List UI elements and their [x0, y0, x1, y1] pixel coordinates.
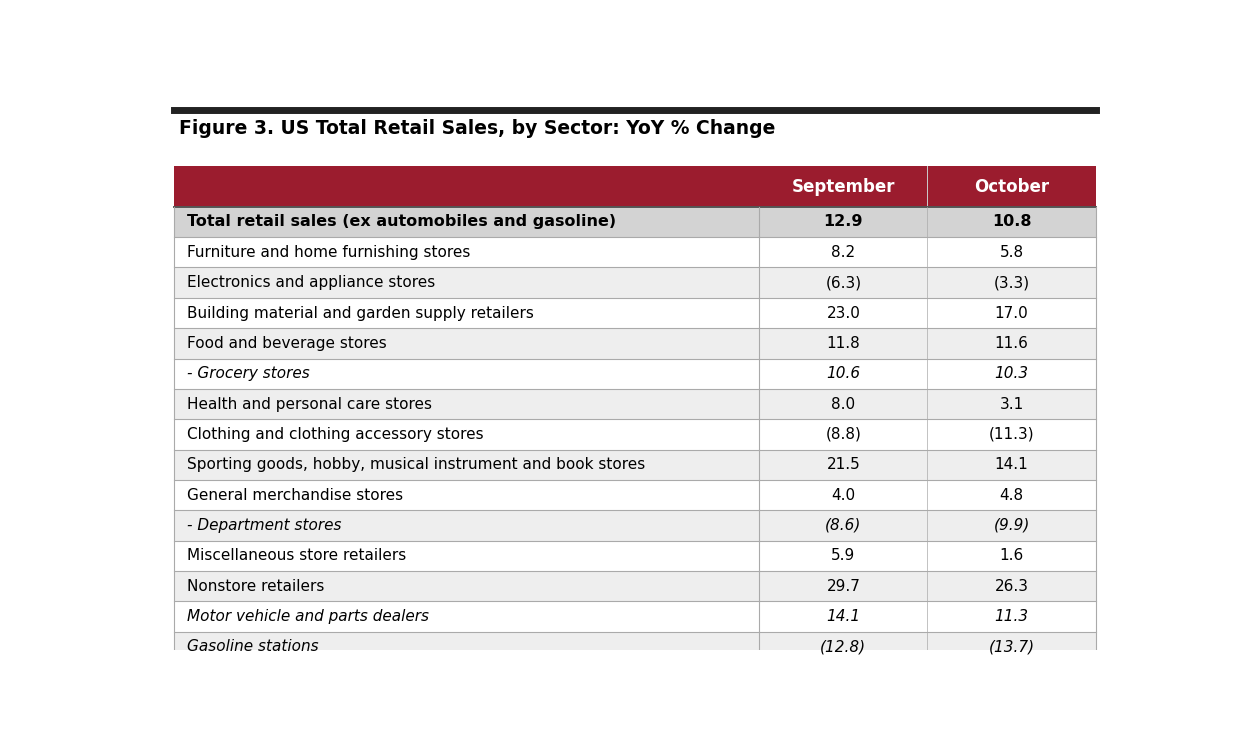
Text: Total retail sales (ex automobiles and gasoline): Total retail sales (ex automobiles and g…: [187, 215, 616, 229]
Text: 12.9: 12.9: [824, 215, 864, 229]
Bar: [173, 358, 1097, 389]
Text: 11.3: 11.3: [995, 609, 1028, 624]
Bar: [173, 389, 1097, 419]
Text: Clothing and clothing accessory stores: Clothing and clothing accessory stores: [187, 427, 483, 442]
Text: 23.0: 23.0: [826, 305, 860, 320]
Text: 11.8: 11.8: [826, 336, 860, 351]
Text: 10.6: 10.6: [826, 366, 860, 381]
Bar: [173, 602, 1097, 631]
Text: 4.0: 4.0: [831, 488, 855, 503]
Text: 1.6: 1.6: [1000, 548, 1023, 564]
Text: 3.1: 3.1: [1000, 396, 1023, 412]
Text: General merchandise stores: General merchandise stores: [187, 488, 403, 503]
Text: (8.6): (8.6): [825, 518, 861, 533]
Text: (9.9): (9.9): [994, 518, 1030, 533]
Bar: [173, 166, 1097, 207]
Text: Miscellaneous store retailers: Miscellaneous store retailers: [187, 548, 406, 564]
Text: Food and beverage stores: Food and beverage stores: [187, 336, 387, 351]
Text: 26.3: 26.3: [995, 579, 1028, 593]
Bar: [173, 450, 1097, 480]
Bar: [173, 237, 1097, 267]
Bar: [173, 328, 1097, 358]
Text: 5.9: 5.9: [831, 548, 855, 564]
Text: 8.2: 8.2: [831, 245, 855, 260]
Text: 10.8: 10.8: [991, 215, 1031, 229]
Text: 4.8: 4.8: [1000, 488, 1023, 503]
Text: Electronics and appliance stores: Electronics and appliance stores: [187, 275, 435, 290]
Bar: [173, 510, 1097, 541]
Text: (8.8): (8.8): [825, 427, 861, 442]
Text: September: September: [792, 177, 895, 196]
Bar: [173, 631, 1097, 662]
Text: (11.3): (11.3): [989, 427, 1035, 442]
Text: Building material and garden supply retailers: Building material and garden supply reta…: [187, 305, 534, 320]
Text: Furniture and home furnishing stores: Furniture and home furnishing stores: [187, 245, 470, 260]
Text: Gasoline stations: Gasoline stations: [187, 639, 318, 654]
Text: - Department stores: - Department stores: [187, 518, 341, 533]
Text: 10.3: 10.3: [995, 366, 1028, 381]
Text: 14.1: 14.1: [826, 609, 860, 624]
Bar: [173, 541, 1097, 571]
Text: (13.7): (13.7): [989, 639, 1035, 654]
Text: (12.8): (12.8): [820, 639, 866, 654]
Bar: [173, 480, 1097, 510]
Text: Nonstore retailers: Nonstore retailers: [187, 579, 323, 593]
Bar: [173, 571, 1097, 602]
Bar: [173, 298, 1097, 328]
Text: 14.1: 14.1: [995, 457, 1028, 472]
Text: Sporting goods, hobby, musical instrument and book stores: Sporting goods, hobby, musical instrumen…: [187, 457, 644, 472]
Text: 29.7: 29.7: [826, 579, 860, 593]
Text: 21.5: 21.5: [826, 457, 860, 472]
Text: 5.8: 5.8: [1000, 245, 1023, 260]
Text: Figure 3. US Total Retail Sales, by Sector: YoY % Change: Figure 3. US Total Retail Sales, by Sect…: [178, 118, 776, 137]
Text: - Grocery stores: - Grocery stores: [187, 366, 310, 381]
Bar: [173, 207, 1097, 237]
Text: (3.3): (3.3): [994, 275, 1030, 290]
Text: Health and personal care stores: Health and personal care stores: [187, 396, 431, 412]
Bar: [173, 419, 1097, 450]
Text: 17.0: 17.0: [995, 305, 1028, 320]
Text: (6.3): (6.3): [825, 275, 861, 290]
Text: 11.6: 11.6: [995, 336, 1028, 351]
Text: 8.0: 8.0: [831, 396, 855, 412]
Text: October: October: [974, 177, 1049, 196]
Text: Motor vehicle and parts dealers: Motor vehicle and parts dealers: [187, 609, 429, 624]
Bar: [173, 267, 1097, 298]
